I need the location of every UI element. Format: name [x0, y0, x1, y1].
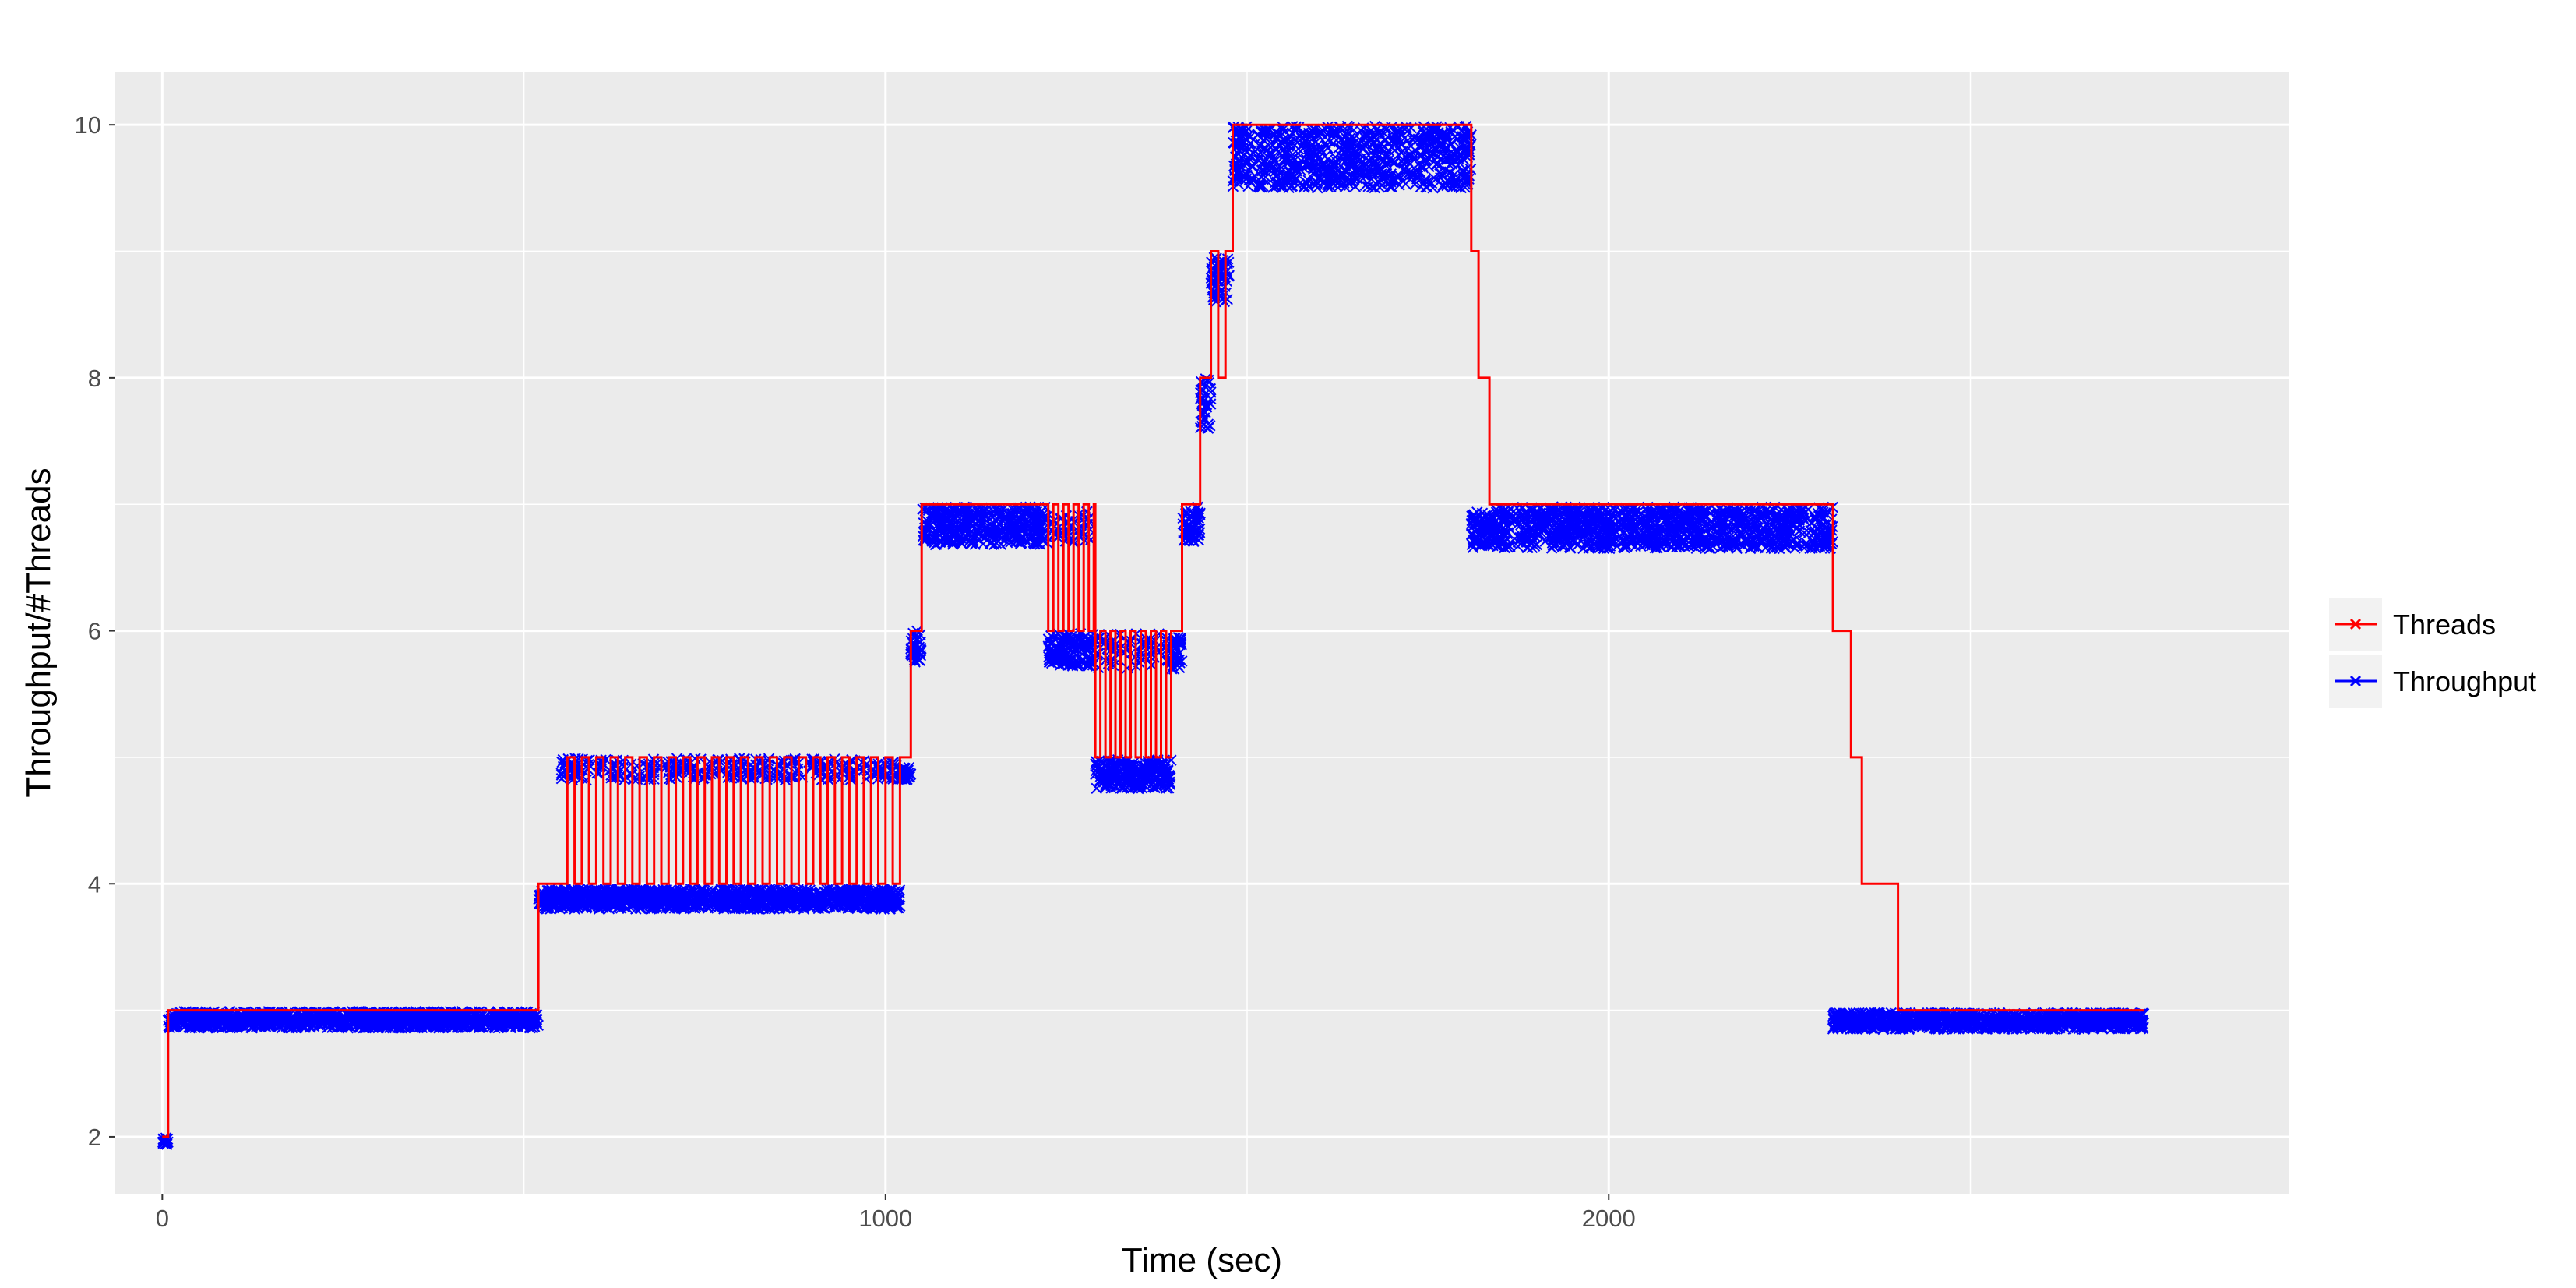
throughput-point-cluster [917, 501, 1053, 551]
legend-item-threads: Threads [2329, 598, 2496, 651]
y-tick-label: 6 [88, 618, 101, 645]
legend-marker-throughput [2349, 675, 2362, 687]
throughput-point-cluster [162, 1005, 544, 1034]
throughput-point-cluster [533, 883, 906, 915]
x-tick-label: 0 [156, 1205, 169, 1232]
throughput-point-cluster [1090, 753, 1177, 795]
throughput-point-cluster [1483, 501, 1838, 555]
y-tick-label: 2 [88, 1124, 101, 1151]
throughput-point-cluster [1827, 1007, 2150, 1036]
legend-label-throughput: Throughput [2393, 665, 2536, 697]
grid-major-lines [115, 72, 2289, 1194]
throughput-point-cluster [1177, 501, 1206, 548]
throughput-point-cluster [157, 1132, 174, 1150]
threads-series [162, 123, 2144, 1138]
y-tick-label: 10 [75, 111, 101, 139]
x-axis-title: Time (sec) [1122, 1241, 1282, 1279]
threads-line [162, 123, 2144, 1138]
y-tick-label: 4 [88, 870, 101, 898]
throughput-point-cluster [894, 761, 917, 785]
throughput-point-cluster [1465, 506, 1495, 554]
legend: Threads Throughput [2329, 598, 2536, 708]
legend-marker-threads [2349, 618, 2362, 630]
legend-label-threads: Threads [2393, 609, 2496, 640]
x-tick-label: 1000 [858, 1205, 912, 1232]
y-axis-title: Throughput/#Threads [19, 468, 58, 797]
y-axis-ticks: 2 4 6 8 10 [75, 111, 115, 1151]
y-tick-label: 8 [88, 365, 101, 392]
plot-panel [115, 72, 2289, 1194]
x-tick-label: 2000 [1582, 1205, 1636, 1232]
x-axis-ticks: 0 1000 2000 [156, 1194, 1636, 1232]
throughput-point-cluster [1227, 120, 1477, 194]
legend-item-throughput: Throughput [2329, 655, 2536, 708]
